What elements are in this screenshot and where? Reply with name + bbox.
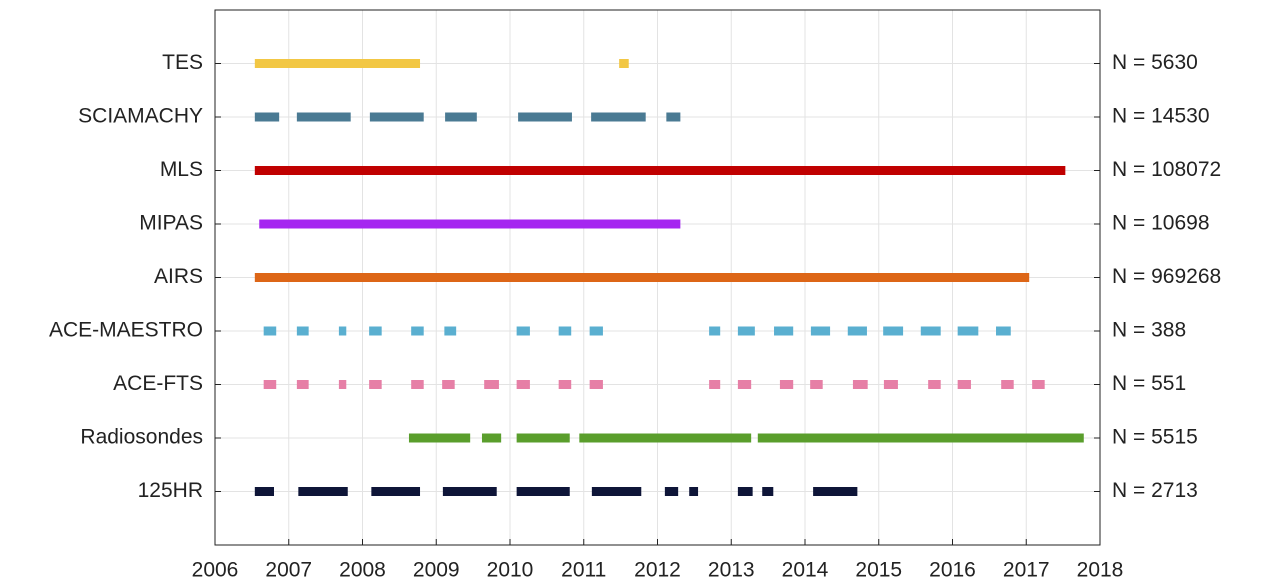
interval-bar (338, 380, 347, 389)
interval-bar (516, 326, 530, 336)
interval-bar (254, 112, 280, 122)
interval-bar (810, 380, 823, 389)
row-label: MIPAS (139, 212, 203, 235)
interval-bar (737, 326, 755, 336)
interval-bar (774, 326, 794, 336)
interval-bar (996, 326, 1011, 336)
row-label: ACE-MAESTRO (49, 319, 203, 342)
interval-bar (442, 380, 455, 389)
interval-bar (296, 112, 351, 122)
x-tick-label: 2006 (192, 559, 239, 582)
interval-bar (852, 380, 868, 389)
interval-bar (920, 326, 941, 336)
row-label: SCIAMACHY (78, 105, 203, 128)
row-label: Radiosondes (80, 426, 203, 449)
interval-bar (444, 326, 457, 336)
interval-bar (516, 380, 530, 389)
interval-bar (579, 433, 752, 443)
interval-bar (263, 380, 277, 389)
interval-bar (957, 326, 979, 336)
x-tick-label: 2012 (634, 559, 681, 582)
interval-bar (709, 326, 721, 336)
x-tick-label: 2009 (413, 559, 460, 582)
interval-bar (558, 326, 572, 336)
interval-bar (589, 380, 603, 389)
interval-bar (371, 487, 421, 496)
count-label: N = 388 (1112, 319, 1186, 342)
count-label: N = 14530 (1112, 105, 1210, 128)
interval-bar (338, 326, 347, 336)
interval-bar (558, 380, 572, 389)
interval-bar (369, 380, 382, 389)
row-label: AIRS (154, 265, 203, 288)
interval-bar (298, 487, 348, 496)
count-label: N = 5515 (1112, 426, 1198, 449)
interval-bar (411, 380, 424, 389)
interval-bar (619, 59, 629, 68)
interval-bar (445, 112, 477, 122)
x-tick-label: 2014 (782, 559, 829, 582)
row-label: MLS (160, 158, 203, 181)
interval-bar (591, 487, 642, 496)
row-label: 125HR (138, 479, 203, 502)
x-tick-label: 2013 (708, 559, 755, 582)
interval-bar (254, 487, 274, 496)
interval-bar (689, 487, 699, 496)
count-label: N = 2713 (1112, 479, 1198, 502)
interval-bar (779, 380, 794, 389)
interval-bar (484, 380, 499, 389)
interval-bar (589, 326, 603, 336)
interval-bar (666, 112, 681, 122)
count-label: N = 10698 (1112, 212, 1210, 235)
row-label: ACE-FTS (113, 372, 203, 395)
interval-bar (254, 166, 1066, 175)
interval-bar (957, 380, 971, 389)
x-tick-label: 2011 (561, 559, 606, 582)
interval-bar (369, 112, 424, 122)
interval-bar (810, 326, 831, 336)
plot-border (214, 9, 1101, 546)
interval-bar (259, 219, 681, 229)
interval-bar (883, 326, 904, 336)
interval-bar (737, 380, 752, 389)
interval-bar (757, 433, 1084, 443)
interval-bar (516, 433, 570, 443)
interval-bar (442, 487, 497, 496)
interval-bar (408, 433, 471, 443)
interval-bar (762, 487, 774, 496)
count-label: N = 551 (1112, 372, 1186, 395)
interval-bar (296, 326, 309, 336)
x-tick-label: 2010 (487, 559, 534, 582)
interval-bar (883, 380, 898, 389)
row-label: TES (162, 51, 203, 74)
interval-bar (481, 433, 502, 443)
interval-bar (737, 487, 753, 496)
x-tick-label: 2008 (339, 559, 386, 582)
interval-bar (928, 380, 941, 389)
count-label: N = 5630 (1112, 51, 1198, 74)
interval-bar (516, 487, 570, 496)
interval-bar (1032, 380, 1045, 389)
interval-bar (813, 487, 858, 496)
interval-bar (369, 326, 382, 336)
interval-bar (518, 112, 572, 122)
interval-bar (1001, 380, 1014, 389)
interval-bar (591, 112, 646, 122)
interval-bar (709, 380, 721, 389)
x-tick-label: 2015 (855, 559, 902, 582)
interval-bar (254, 273, 1030, 282)
x-tick-label: 2018 (1077, 559, 1124, 582)
interval-bar (254, 59, 421, 68)
interval-bar (296, 380, 309, 389)
count-label: N = 969268 (1112, 265, 1221, 288)
x-tick-label: 2007 (265, 559, 312, 582)
interval-bar (847, 326, 867, 336)
count-label: N = 108072 (1112, 158, 1221, 181)
x-tick-label: 2017 (1003, 559, 1050, 582)
interval-bar (263, 326, 277, 336)
interval-bar (664, 487, 679, 496)
x-tick-label: 2016 (929, 559, 976, 582)
interval-bar (411, 326, 424, 336)
